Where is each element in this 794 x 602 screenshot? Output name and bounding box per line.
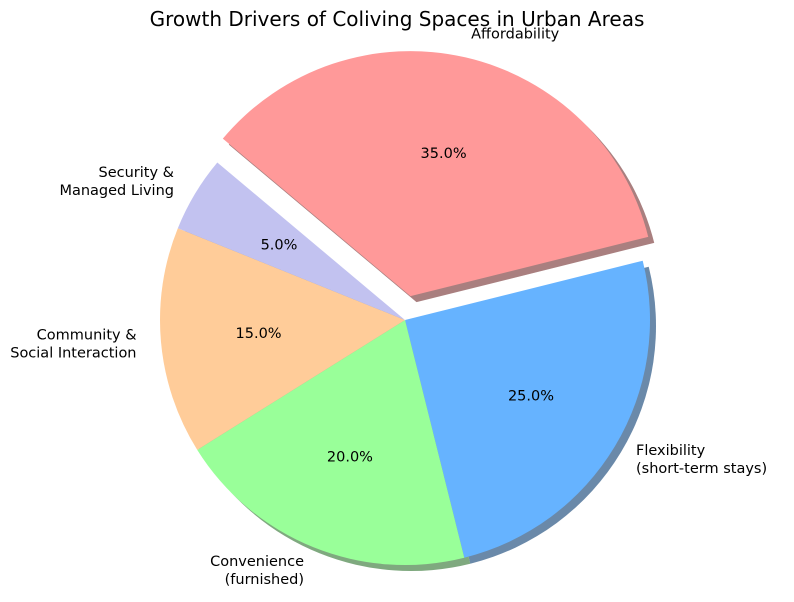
category-label-community: Community & Social Interaction bbox=[10, 327, 136, 361]
pct-label-community: 15.0% bbox=[236, 326, 282, 342]
pct-label-convenience: 20.0% bbox=[327, 449, 373, 465]
slice-convenience bbox=[197, 320, 465, 565]
pct-label-flexibility: 25.0% bbox=[508, 389, 554, 405]
category-label-flexibility: Flexibility (short-term stays) bbox=[636, 443, 767, 477]
pie-slices bbox=[159, 51, 650, 565]
pct-label-security: 5.0% bbox=[261, 237, 298, 253]
pct-label-affordability: 35.0% bbox=[421, 146, 467, 162]
slice-affordability bbox=[222, 51, 649, 297]
chart-title: Growth Drivers of Coliving Spaces in Urb… bbox=[150, 7, 645, 31]
slice-labels: 35.0% Affordability 25.0% Flexibility (short… bbox=[10, 27, 767, 588]
slice-security bbox=[177, 162, 405, 320]
category-label-convenience: Convenience (furnished) bbox=[210, 554, 304, 588]
category-label-security: Security & Managed Living bbox=[59, 165, 174, 199]
slice-flexibility bbox=[405, 260, 650, 558]
slice-community bbox=[159, 228, 405, 450]
category-label-affordability: Affordability bbox=[471, 27, 560, 43]
